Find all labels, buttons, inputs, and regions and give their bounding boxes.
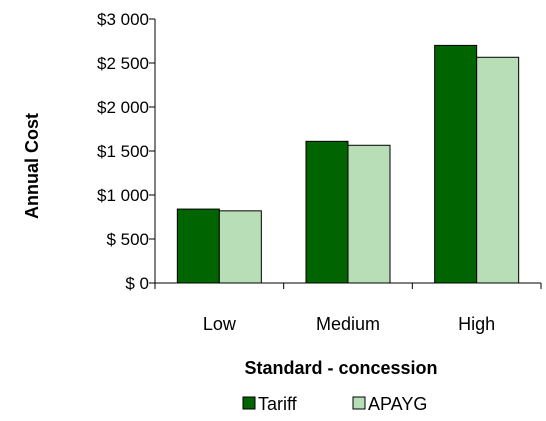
legend-label-apayg: APAYG [368,394,427,414]
x-category-label: Low [203,314,237,334]
bars [176,44,520,284]
x-axis-title: Standard - concession [244,358,437,378]
legend-label-tariff: Tariff [258,394,298,414]
y-axis-ticks: $ 0 $ 500 $1 000 $1 500 $2 000 $2 500 $3 000 [97,10,155,293]
y-tick-label: $3 000 [97,10,149,29]
y-tick-label: $1 500 [97,142,149,161]
y-tick-label: $2 000 [97,98,149,117]
x-category-label: Medium [316,314,380,334]
x-category-label: High [458,314,495,334]
bar-apayg-medium [347,144,391,284]
y-tick-label: $2 500 [97,54,149,73]
legend-swatch-apayg [352,396,366,410]
y-tick-label: $ 0 [125,274,149,293]
bar-tariff-low [176,208,220,284]
y-axis-title: Annual Cost [22,113,42,219]
y-tick-label: $1 000 [97,186,149,205]
legend-swatch-tariff [242,396,256,410]
bar-apayg-low [218,210,262,284]
x-axis-ticks: Low Medium High [154,283,542,334]
y-tick-label: $ 500 [106,230,149,249]
bar-tariff-high [434,44,478,284]
bar-apayg-high [476,56,520,284]
legend: Tariff APAYG [242,394,427,414]
bar-tariff-medium [305,140,349,284]
